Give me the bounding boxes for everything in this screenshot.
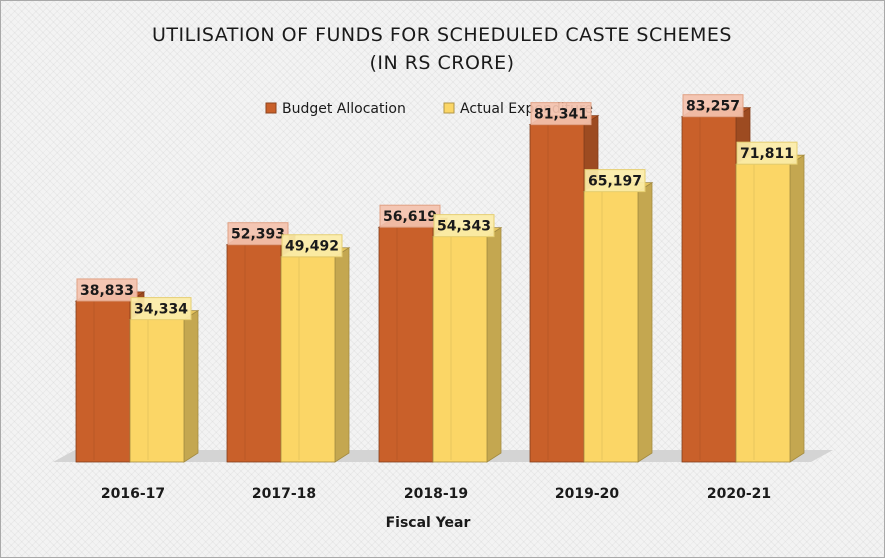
x-tick-label-2020-21: 2020-21 (707, 486, 771, 502)
data-label-background (433, 214, 495, 238)
chart-subtitle: (IN RS CRORE) (369, 52, 514, 74)
data-label-text: 81,341 (534, 107, 588, 123)
data-label-text: 83,257 (686, 99, 740, 115)
bar-side-face (486, 226, 502, 463)
data-label-actual-expenditure-2019-20: 65,197 (584, 169, 646, 193)
bar-actual-expenditure-2018-19 (431, 226, 503, 463)
bar-front-face (75, 300, 131, 463)
data-label-budget-allocation-2016-17: 38,833 (76, 278, 138, 302)
chart-title: UTILISATION OF FUNDS FOR SCHEDULED CASTE… (152, 24, 732, 46)
bar-front-face (529, 124, 585, 463)
bar-front-face (735, 163, 791, 463)
x-tick-label-2017-18: 2017-18 (252, 486, 316, 502)
data-label-budget-allocation-2019-20: 81,341 (530, 102, 592, 126)
data-label-text: 54,343 (437, 219, 491, 235)
bar-side-face (183, 309, 199, 463)
bar-side-face (334, 247, 350, 463)
bar-front-face (432, 236, 488, 463)
data-label-text: 34,334 (134, 302, 188, 318)
data-label-text: 71,811 (740, 146, 794, 162)
bar-actual-expenditure-2016-17 (128, 309, 200, 463)
data-label-background (682, 94, 744, 118)
bar-front-face (583, 191, 639, 463)
legend-swatch-actual-expenditure (443, 102, 455, 114)
data-label-budget-allocation-2017-18: 52,393 (227, 222, 289, 246)
data-label-text: 52,393 (231, 227, 285, 243)
data-label-actual-expenditure-2018-19: 54,343 (433, 214, 495, 238)
data-label-background (530, 102, 592, 126)
bar-front-face (378, 226, 434, 463)
data-label-actual-expenditure-2017-18: 49,492 (281, 234, 343, 258)
data-label-budget-allocation-2018-19: 56,619 (379, 204, 441, 228)
data-label-text: 38,833 (80, 283, 134, 299)
bar-front-face (681, 116, 737, 463)
data-label-budget-allocation-2020-21: 83,257 (682, 94, 744, 118)
x-tick-label-2016-17: 2016-17 (101, 486, 165, 502)
data-label-text: 49,492 (285, 239, 339, 255)
data-label-background (736, 141, 798, 165)
bar-front-face (226, 244, 282, 463)
bar-front-face (129, 319, 185, 463)
data-label-background (130, 297, 192, 321)
bar-actual-expenditure-2020-21 (734, 154, 806, 463)
bar-side-face (637, 181, 653, 463)
data-label-actual-expenditure-2020-21: 71,811 (736, 141, 798, 165)
data-label-text: 65,197 (588, 174, 642, 190)
bar-side-face (789, 154, 805, 463)
x-axis-ticks: 2016-17 2017-18 2018-19 2019-20 2020-21 (101, 486, 771, 502)
x-axis-title: Fiscal Year (386, 515, 471, 531)
legend-swatch-budget-allocation (265, 102, 277, 114)
bar-actual-expenditure-2017-18 (279, 247, 351, 463)
bar-actual-expenditure-2019-20 (582, 181, 654, 463)
data-label-background (584, 169, 646, 193)
data-label-actual-expenditure-2016-17: 34,334 (130, 297, 192, 321)
legend-label-budget-allocation: Budget Allocation (282, 101, 406, 117)
data-label-background (281, 234, 343, 258)
data-label-background (76, 278, 138, 302)
bar-front-face (280, 256, 336, 463)
data-label-background (227, 222, 289, 246)
data-label-text: 56,619 (383, 209, 437, 225)
x-tick-label-2018-19: 2018-19 (404, 486, 468, 502)
x-tick-label-2019-20: 2019-20 (555, 486, 620, 502)
